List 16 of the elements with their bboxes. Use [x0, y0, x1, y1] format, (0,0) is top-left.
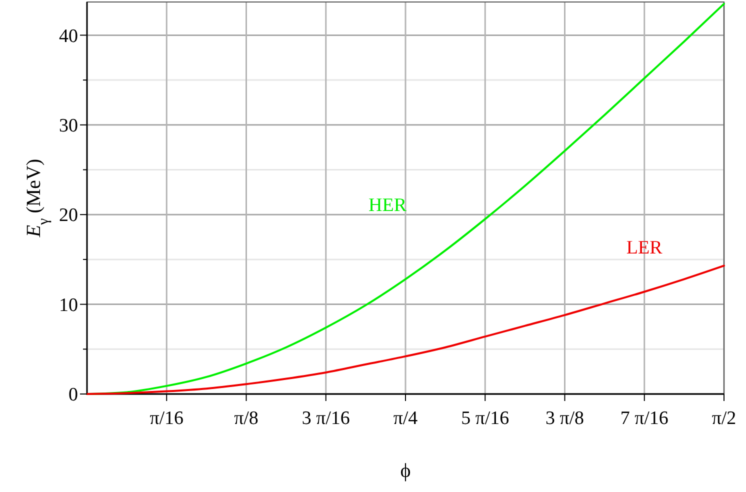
- y-tick-label: 30: [59, 116, 78, 137]
- x-tick-label: π/16: [150, 408, 184, 429]
- x-tick-label: 5 π/16: [461, 408, 510, 429]
- y-tick-label: 10: [59, 294, 78, 316]
- y-tick-label: 40: [59, 26, 78, 47]
- y-tick-label: 20: [59, 205, 78, 226]
- x-tick-label: 3 π/16: [302, 408, 350, 429]
- text: HER: [368, 195, 407, 216]
- series-label: LER: [626, 238, 663, 259]
- x-tick-label: 7 π/16: [620, 408, 668, 429]
- x-tick-label: π/2: [712, 408, 736, 429]
- x-tick-label: π/8: [234, 408, 258, 429]
- x-tick-label: π/4: [393, 408, 418, 429]
- x-tick-label: 3 π/8: [545, 408, 584, 429]
- x-axis-title: ϕ: [400, 460, 411, 482]
- y-tick-label: 0: [68, 384, 78, 406]
